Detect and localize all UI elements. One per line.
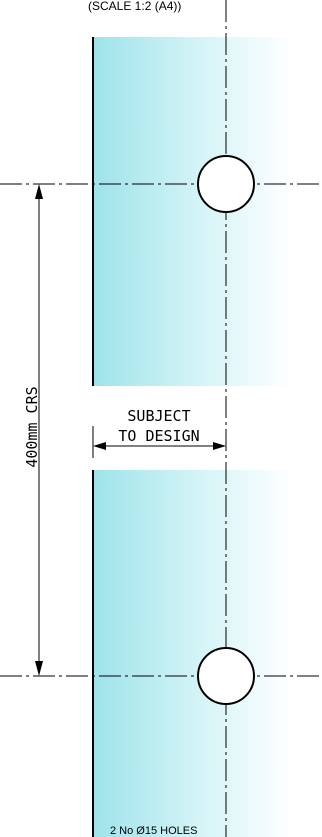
centres-label: 400mm CRS — [23, 386, 41, 467]
upper-hole — [197, 155, 255, 213]
subject-label-line2: TO DESIGN — [118, 427, 199, 445]
subject-label-line1: SUBJECT — [127, 407, 190, 425]
glass-panel-upper — [93, 37, 293, 386]
dimension-arrow-down — [35, 661, 43, 676]
subject-arrow-right — [213, 442, 226, 450]
dimension-arrow-up — [35, 184, 43, 199]
centres-dimension — [35, 184, 43, 676]
holes-note: 2 No Ø15 HOLES — [110, 825, 197, 837]
subject-dimension — [92, 426, 226, 458]
scale-note: (SCALE 1:2 (A4)) — [88, 0, 181, 13]
subject-arrow-left — [93, 442, 106, 450]
lower-hole — [197, 647, 255, 705]
glass-panel-lower — [93, 470, 293, 837]
